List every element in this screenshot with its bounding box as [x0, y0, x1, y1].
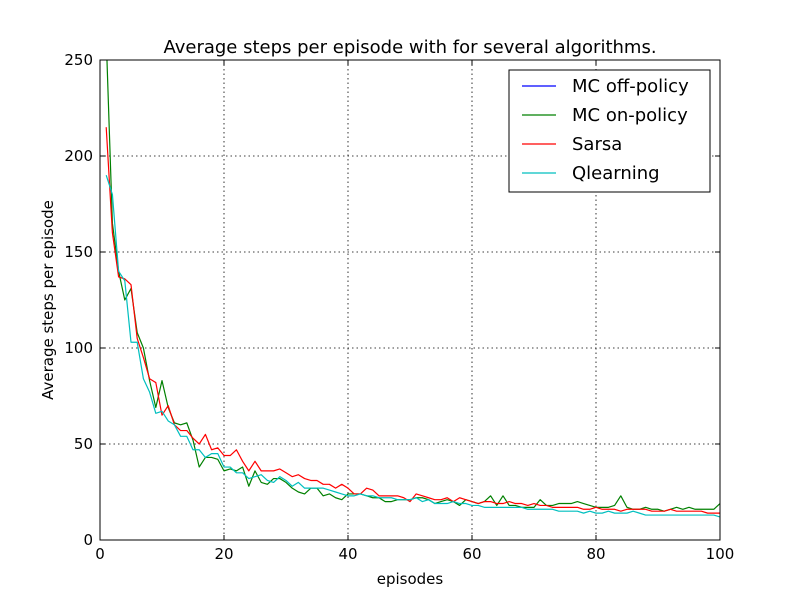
legend-label-mc-on-policy: MC on-policy — [572, 105, 688, 126]
y-tick-label: 0 — [83, 531, 93, 549]
grid — [100, 60, 720, 540]
y-tick-label: 150 — [64, 243, 93, 261]
series-line-qlearning — [105, 175, 720, 518]
legend: MC off-policy MC on-policy Sarsa Qlearning — [508, 69, 711, 193]
y-axis-label: Average steps per episode — [39, 200, 57, 400]
y-tick-label: 100 — [64, 339, 93, 357]
plot-frame — [99, 59, 721, 541]
y-tick-label: 200 — [64, 147, 93, 165]
legend-label-mc-off-policy: MC off-policy — [572, 76, 689, 97]
series-line-sarsa — [105, 127, 720, 514]
x-tick-label: 60 — [462, 545, 481, 563]
x-tick-label: 20 — [214, 545, 233, 563]
x-tick-label: 40 — [338, 545, 357, 563]
y-tick-label: 50 — [74, 435, 93, 453]
ticks: 0 20 40 60 80 100 0 50 100 150 200 250 — [64, 51, 734, 563]
series-lines — [105, 60, 720, 518]
y-tick-label: 250 — [64, 51, 93, 69]
legend-label-sarsa: Sarsa — [572, 134, 622, 155]
x-tick-label: 0 — [95, 545, 105, 563]
chart-title: Average steps per episode with for sever… — [163, 37, 656, 58]
x-tick-label: 100 — [706, 545, 735, 563]
x-tick-label: 80 — [586, 545, 605, 563]
legend-box — [508, 69, 711, 193]
legend-label-qlearning: Qlearning — [572, 163, 660, 184]
x-axis-label: episodes — [377, 570, 444, 588]
